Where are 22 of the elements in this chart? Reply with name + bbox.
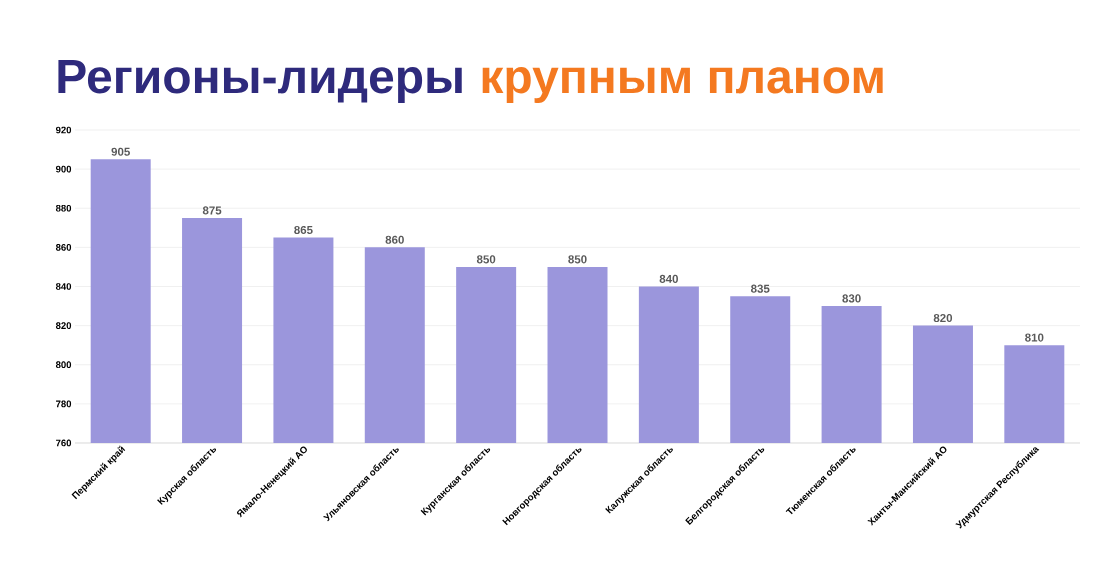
data-label: 860 xyxy=(385,235,404,244)
data-label: 865 xyxy=(294,225,313,235)
data-label: 840 xyxy=(659,274,678,283)
data-label: 820 xyxy=(933,313,953,323)
y-tick-label: 820 xyxy=(55,322,72,329)
y-tick-label: 920 xyxy=(55,126,72,134)
data-label: 875 xyxy=(202,206,222,215)
data-label: 810 xyxy=(1025,333,1044,342)
y-tick-label: 760 xyxy=(56,439,72,447)
y-tick-label: 900 xyxy=(55,165,72,173)
data-label: 905 xyxy=(111,147,130,156)
chart-title: Регионы-лидеры xyxy=(58,59,462,103)
chart-subtitle: крупным планом xyxy=(482,67,883,103)
y-tick-label: 880 xyxy=(55,204,72,212)
data-label: 850 xyxy=(476,255,496,264)
y-tick-label: 800 xyxy=(55,361,72,369)
data-label: 850 xyxy=(568,255,587,264)
data-label: 835 xyxy=(751,284,770,293)
y-tick-label: 780 xyxy=(56,400,72,408)
y-tick-label: 840 xyxy=(55,283,72,290)
data-label: 830 xyxy=(842,294,861,303)
y-tick-label: 860 xyxy=(55,244,72,251)
